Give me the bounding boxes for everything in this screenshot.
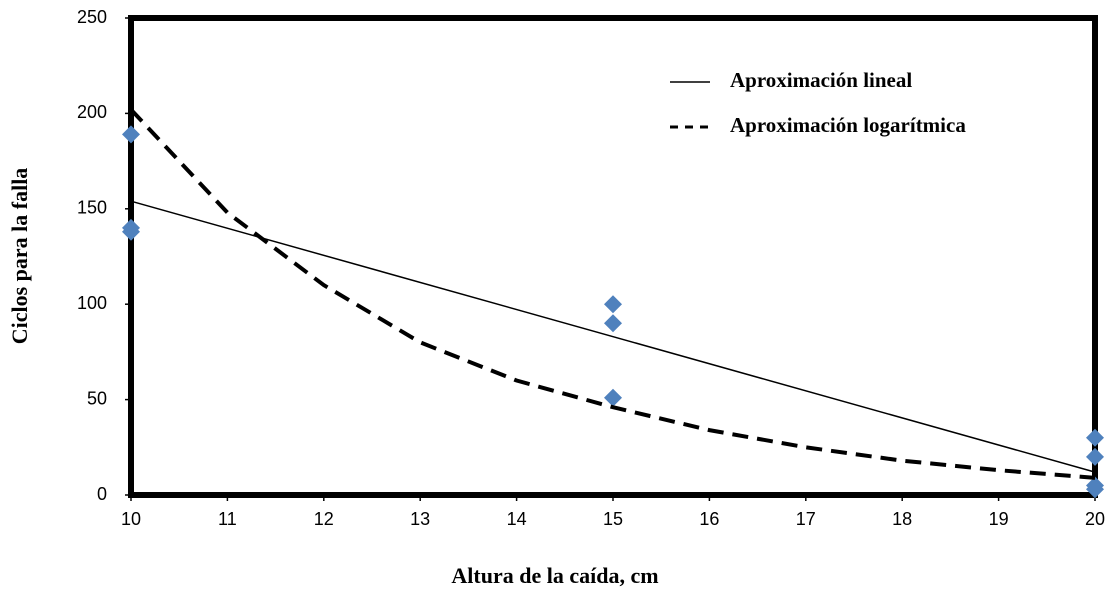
x-tick-label: 12 bbox=[314, 509, 334, 529]
y-tick-label: 0 bbox=[97, 484, 107, 504]
x-tick-label: 16 bbox=[699, 509, 719, 529]
y-tick-label: 50 bbox=[87, 388, 107, 408]
x-tick-label: 13 bbox=[410, 509, 430, 529]
y-axis-label: Ciclos para la falla bbox=[7, 168, 32, 345]
y-tick-label: 250 bbox=[77, 7, 107, 27]
x-tick-label: 17 bbox=[796, 509, 816, 529]
data-point bbox=[122, 125, 140, 144]
legend-label: Aproximación logarítmica bbox=[730, 113, 966, 137]
data-point bbox=[604, 314, 622, 333]
data-point bbox=[122, 222, 140, 241]
x-tick-label: 11 bbox=[218, 509, 237, 529]
trend-line bbox=[130, 200, 1096, 473]
x-tick-label: 14 bbox=[507, 509, 527, 529]
data-point bbox=[1086, 480, 1104, 499]
plot-frame bbox=[128, 15, 1098, 498]
x-tick-label: 19 bbox=[989, 509, 1009, 529]
data-point bbox=[604, 295, 622, 314]
data-point bbox=[1086, 447, 1104, 466]
trend-line bbox=[129, 108, 1096, 480]
x-tick-label: 18 bbox=[892, 509, 912, 529]
data-point bbox=[604, 388, 622, 407]
y-tick-label: 200 bbox=[77, 102, 107, 122]
y-tick-label: 150 bbox=[77, 198, 107, 218]
legend-label: Aproximación lineal bbox=[730, 68, 912, 92]
x-tick-label: 20 bbox=[1085, 509, 1105, 529]
y-tick-label: 100 bbox=[77, 293, 107, 313]
x-tick-label: 15 bbox=[603, 509, 623, 529]
x-axis-label: Altura de la caída, cm bbox=[451, 563, 658, 588]
data-point bbox=[1086, 428, 1104, 447]
x-tick-label: 10 bbox=[121, 509, 141, 529]
